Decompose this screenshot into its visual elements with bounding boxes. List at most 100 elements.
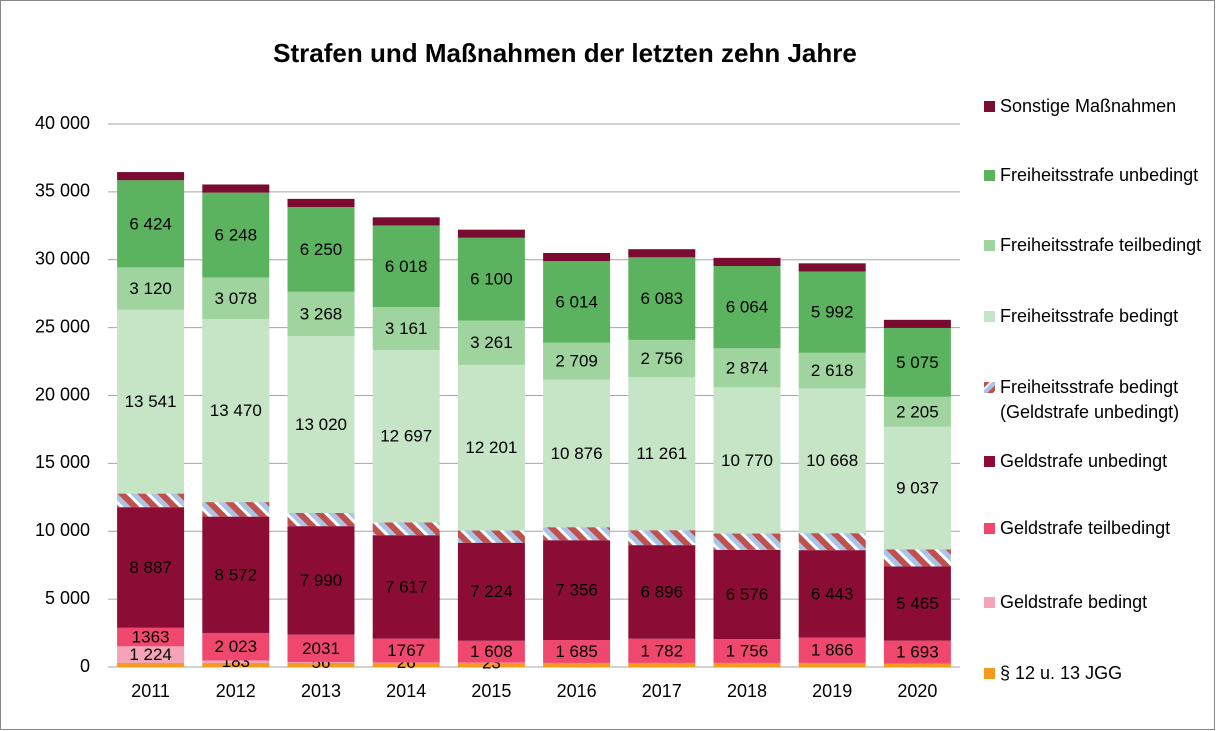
y-tick-label: 20 000 [35, 384, 90, 404]
bar-segment [457, 320, 525, 365]
bar-segment [202, 184, 270, 193]
data-label: 1 685 [555, 642, 598, 661]
bar-segment [543, 527, 611, 541]
bar-segment [883, 566, 951, 641]
data-label: 13 541 [125, 392, 177, 411]
bar-segment [457, 640, 525, 663]
bar-segment [287, 207, 355, 292]
data-label: 1 224 [129, 645, 172, 664]
bar-segment [287, 526, 355, 635]
data-label: 1767 [387, 641, 425, 660]
data-label: 7 990 [300, 571, 343, 590]
legend-item: Freiheitsstrafe unbedingt [984, 163, 1212, 188]
y-tick-label: 10 000 [35, 520, 90, 540]
bar-segment [628, 257, 696, 340]
bar-segment [287, 198, 355, 208]
x-tick-label: 2015 [471, 681, 511, 701]
data-label: 12 201 [465, 438, 517, 457]
data-label: 10 876 [551, 444, 603, 463]
bar-segment [287, 291, 355, 337]
bar-segment [713, 549, 781, 640]
data-label: 6 100 [470, 270, 513, 289]
bar-segment [372, 662, 440, 667]
data-label: 6 424 [129, 214, 172, 233]
y-tick-label: 5 000 [45, 588, 90, 608]
bar-segment [543, 252, 611, 262]
bar-segment [117, 180, 185, 268]
legend-label: Freiheitsstrafe teilbedingt [1000, 235, 1202, 255]
legend-item: Geldstrafe bedingt [984, 590, 1212, 615]
bar-segment [628, 662, 696, 667]
x-tick-label: 2019 [812, 681, 852, 701]
bar-segment [798, 388, 866, 534]
legend-item: Freiheitsstrafe teilbedingt [984, 233, 1212, 258]
data-label: 2 756 [641, 349, 684, 368]
bar-segment [117, 267, 185, 310]
bar-segment [713, 257, 781, 266]
data-label: 5 075 [896, 353, 939, 372]
data-label: 2 618 [811, 361, 854, 380]
x-tick-label: 2011 [131, 681, 170, 701]
bar-segment [457, 364, 525, 531]
legend-item: § 12 u. 13 JGG [984, 661, 1212, 686]
bar-segment [883, 396, 951, 427]
legend-label: Geldstrafe unbedingt [1000, 451, 1168, 471]
legend-marker [984, 668, 995, 679]
data-label: 3 161 [385, 319, 428, 338]
bar-segment [287, 336, 355, 513]
legend-label: Freiheitsstrafe bedingt [1000, 306, 1179, 326]
y-tick-label: 25 000 [35, 316, 90, 336]
legend-item: Sonstige Maßnahmen [984, 94, 1212, 119]
data-label: 3 120 [129, 279, 172, 298]
legend-marker [984, 523, 995, 534]
bar-segment [372, 522, 440, 536]
x-tick-label: 2013 [301, 681, 341, 701]
data-label: 11 261 [636, 444, 687, 463]
legend-marker [984, 311, 995, 322]
bar-segment [798, 550, 866, 638]
y-tick-label: 15 000 [35, 452, 90, 472]
y-tick-label: 40 000 [35, 113, 90, 133]
bar-segment [543, 662, 611, 667]
legend-marker [984, 456, 995, 467]
data-label: 8 887 [129, 558, 172, 577]
bar-segment [202, 660, 270, 663]
x-tick-label: 2020 [897, 681, 937, 701]
data-label: 3 268 [300, 305, 343, 324]
bar-segment [798, 263, 866, 272]
x-tick-label: 2014 [386, 681, 426, 701]
legend-item: Geldstrafe unbedingt [984, 449, 1212, 474]
data-label: 12 697 [380, 427, 432, 446]
data-label: 9 037 [896, 479, 939, 498]
data-label: 6 083 [641, 289, 684, 308]
bar-segment [287, 634, 355, 663]
bar-segment [117, 172, 185, 181]
data-label: 3 261 [470, 333, 513, 352]
chart-title: Strafen und Maßnahmen der letzten zehn J… [273, 38, 857, 68]
bar-segment [372, 350, 440, 523]
y-tick-label: 35 000 [35, 181, 90, 201]
bar-segment [372, 217, 440, 226]
bar-segment [713, 265, 781, 349]
data-label: 10 770 [721, 451, 773, 470]
bar-segment [628, 638, 696, 663]
bar-segment [628, 377, 696, 531]
data-label: 1363 [132, 628, 170, 647]
data-label: 1 782 [641, 641, 684, 660]
data-label: 1 693 [896, 643, 939, 662]
legend-marker [984, 382, 995, 393]
y-tick-label: 30 000 [35, 249, 90, 269]
data-label: 2031 [302, 639, 340, 658]
bar-segment [117, 493, 185, 508]
legend-item: Freiheitsstrafe bedingt [984, 304, 1212, 329]
legend-label: Sonstige Maßnahmen [1000, 96, 1177, 116]
bar-segment [883, 319, 951, 328]
data-label: 1 608 [470, 642, 513, 661]
bar-segment [628, 545, 696, 639]
bar-segment [628, 530, 696, 546]
bar-segment [543, 342, 611, 380]
bar-segment [372, 225, 440, 308]
data-label: 10 668 [806, 451, 858, 470]
